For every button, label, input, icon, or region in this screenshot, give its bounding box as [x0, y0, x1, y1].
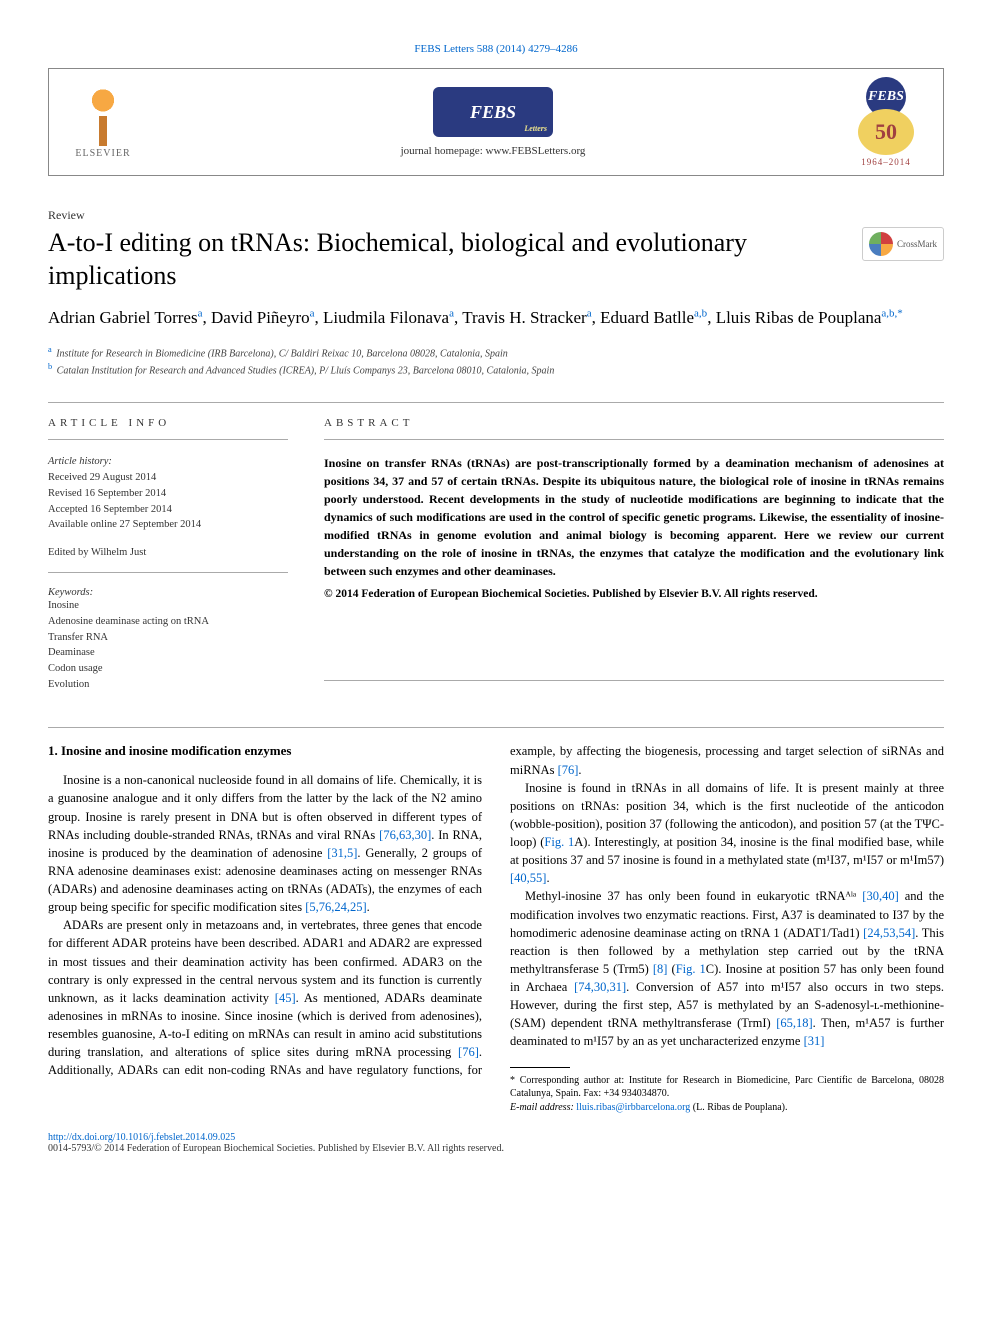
email-paren: (L. Ribas de Pouplana). [690, 1102, 787, 1113]
author-aff-sup: a [310, 307, 315, 319]
author: Liudmila Filonava [323, 308, 449, 327]
footnotes: * Corresponding author at: Institute for… [510, 1074, 944, 1115]
keyword: Codon usage [48, 661, 288, 677]
homepage-url[interactable]: www.FEBSLetters.org [486, 145, 586, 157]
citation-ref[interactable]: [76] [458, 1045, 479, 1059]
journal-header: ELSEVIER FEBS journal homepage: www.FEBS… [48, 68, 944, 176]
keyword: Deaminase [48, 645, 288, 661]
keyword: Transfer RNA [48, 630, 288, 646]
author-aff-sup: a [198, 307, 203, 319]
figure-ref[interactable]: Fig. 1 [544, 835, 574, 849]
elsevier-tree-icon [73, 86, 133, 146]
article-info-label: ARTICLE INFO [48, 417, 288, 429]
citation-ref[interactable]: [65,18] [776, 1016, 812, 1030]
elsevier-logo[interactable]: ELSEVIER [61, 77, 145, 167]
author-list: Adrian Gabriel Torresa, David Piñeyroa, … [48, 306, 944, 330]
crossmark-label: CrossMark [897, 239, 937, 249]
edited-by: Edited by Wilhelm Just [48, 547, 288, 558]
keyword: Adenosine deaminase acting on tRNA [48, 614, 288, 630]
affiliation: Institute for Research in Biomedicine (I… [56, 348, 508, 359]
issn-copyright: 0014-5793/© 2014 Federation of European … [48, 1143, 944, 1154]
history-received: Received 29 August 2014 [48, 470, 288, 486]
section-heading: 1. Inosine and inosine modification enzy… [48, 742, 482, 761]
corresponding-author-note: * Corresponding author at: Institute for… [510, 1074, 944, 1101]
divider [48, 727, 944, 728]
elsevier-name: ELSEVIER [75, 148, 130, 159]
corresponding-email[interactable]: lluis.ribas@irbbarcelona.org [576, 1102, 690, 1113]
abstract-text: Inosine on transfer RNAs (tRNAs) are pos… [324, 454, 944, 580]
body-text: 1. Inosine and inosine modification enzy… [48, 742, 944, 1114]
affiliation-list: a Institute for Research in Biomedicine … [48, 344, 944, 379]
author-aff-sup: a,b,* [881, 307, 902, 319]
article-title: A-to-I editing on tRNAs: Biochemical, bi… [48, 227, 862, 292]
citation-ref[interactable]: [45] [275, 991, 296, 1005]
keyword: Evolution [48, 677, 288, 693]
author: Lluis Ribas de Pouplana [716, 308, 882, 327]
keyword: Inosine [48, 598, 288, 614]
citation-ref[interactable]: [40,55] [510, 871, 546, 885]
citation-ref[interactable]: [76,63,30] [379, 828, 431, 842]
history-online: Available online 27 September 2014 [48, 517, 288, 533]
keywords-list: Inosine Adenosine deaminase acting on tR… [48, 598, 288, 693]
divider [48, 402, 944, 403]
abstract-label: ABSTRACT [324, 417, 944, 429]
abstract-panel: ABSTRACT Inosine on transfer RNAs (tRNAs… [324, 417, 944, 695]
affiliation: Catalan Institution for Research and Adv… [57, 365, 555, 376]
footnote-rule [510, 1067, 570, 1068]
crossmark-badge[interactable]: CrossMark [862, 227, 944, 261]
aff-label: b [48, 362, 52, 371]
author-aff-sup: a [449, 307, 454, 319]
history-label: Article history: [48, 454, 288, 470]
article-type: Review [48, 208, 944, 223]
citation-ref[interactable]: [76] [558, 763, 579, 777]
page-footer: http://dx.doi.org/10.1016/j.febslet.2014… [48, 1132, 944, 1154]
history-accepted: Accepted 16 September 2014 [48, 502, 288, 518]
divider [48, 572, 288, 573]
divider [48, 439, 288, 440]
figure-ref[interactable]: Fig. 1 [676, 962, 706, 976]
citation-ref[interactable]: [8] [653, 962, 668, 976]
citation-ref[interactable]: [31,5] [327, 846, 357, 860]
doi-link[interactable]: http://dx.doi.org/10.1016/j.febslet.2014… [48, 1132, 944, 1143]
crossmark-icon [869, 232, 893, 256]
homepage-line: journal homepage: www.FEBSLetters.org [145, 145, 841, 157]
keywords-label: Keywords: [48, 587, 288, 598]
divider [324, 439, 944, 440]
febs-letters-logo: FEBS [433, 87, 553, 137]
author: Adrian Gabriel Torres [48, 308, 198, 327]
citation-ref[interactable]: [74,30,31] [574, 980, 626, 994]
citation-topline: FEBS Letters 588 (2014) 4279–4286 [48, 40, 944, 56]
author: David Piñeyro [211, 308, 310, 327]
author: Travis H. Stracker [462, 308, 587, 327]
citation-link[interactable]: FEBS Letters 588 (2014) 4279–4286 [414, 43, 577, 55]
citation-ref[interactable]: [5,76,24,25] [305, 900, 366, 914]
divider [324, 680, 944, 681]
aff-label: a [48, 345, 52, 354]
anniversary-logo: FEBS 50 1964–2014 [841, 77, 931, 167]
history-revised: Revised 16 September 2014 [48, 486, 288, 502]
article-info-panel: ARTICLE INFO Article history: Received 2… [48, 417, 288, 695]
abstract-copyright: © 2014 Federation of European Biochemica… [324, 588, 944, 600]
author-aff-sup: a,b [694, 307, 707, 319]
author: Eduard Batlle [600, 308, 694, 327]
author-aff-sup: a [587, 307, 592, 319]
anniversary-years: 1964–2014 [861, 157, 911, 167]
citation-ref[interactable]: [31] [804, 1034, 825, 1048]
anniversary-50-badge: 50 [858, 109, 914, 155]
citation-ref[interactable]: [24,53,54] [863, 926, 915, 940]
citation-ref[interactable]: [30,40] [862, 889, 898, 903]
email-label: E-mail address: [510, 1102, 576, 1113]
